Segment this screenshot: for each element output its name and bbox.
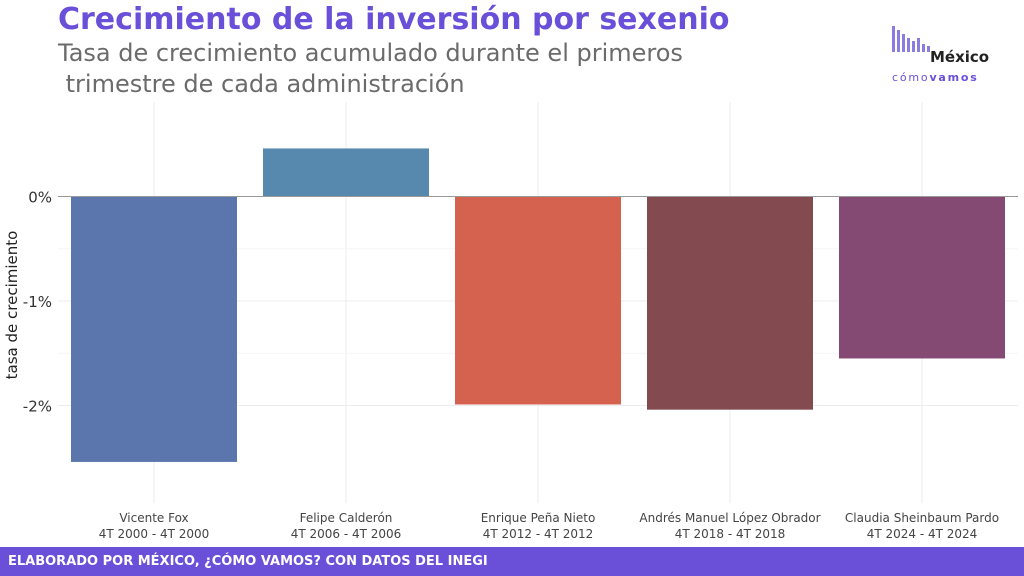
bar-chart: 0% -1% -2% Vicente Fox 4T 2000 - 4T 2000 Fel… [3, 102, 1018, 541]
logo-bar [922, 44, 925, 52]
chart-title: Crecimiento de la inversión por sexenio [58, 2, 730, 37]
logo-bar [907, 38, 910, 52]
logo-sub-light: cómo [892, 71, 930, 84]
y-tick-label: 0% [28, 189, 52, 207]
x-tick-label-period: 4T 2012 - 4T 2012 [483, 527, 594, 541]
logo-bar [912, 41, 915, 52]
x-tick-label-name: Felipe Calderón [300, 511, 393, 525]
logo-bar [927, 46, 930, 52]
subtitle-line-1: Tasa de crecimiento acumulado durante el… [58, 39, 683, 67]
y-tick-label: -2% [23, 398, 52, 416]
bar-1 [263, 148, 429, 197]
bars [71, 148, 1005, 462]
bar-4 [839, 196, 1005, 359]
y-axis-label: tasa de crecimiento [3, 231, 21, 380]
x-tick-label-period: 4T 2006 - 4T 2006 [291, 527, 402, 541]
logo-bar [897, 30, 900, 52]
x-tick-label-period: 4T 2018 - 4T 2018 [675, 527, 786, 541]
logo-sub-bold: vamos [929, 71, 979, 84]
source-footer: ELABORADO POR MÉXICO, ¿CÓMO VAMOS? CON D… [0, 547, 1024, 576]
x-ticks: Vicente Fox 4T 2000 - 4T 2000 Felipe Calde… [99, 511, 999, 541]
logo-bar [902, 34, 905, 52]
chart-subtitle: Tasa de crecimiento acumulado durante el… [58, 38, 758, 100]
mexico-como-vamos-logo: México cómovamos [890, 22, 1002, 84]
x-tick-label-name: Andrés Manuel López Obrador [639, 511, 820, 525]
logo-bars-icon [892, 26, 930, 52]
x-tick-label-name: Enrique Peña Nieto [481, 511, 596, 525]
logo-subtitle: cómovamos [892, 71, 979, 84]
logo-word: México [930, 48, 990, 66]
x-tick-label-name: Claudia Sheinbaum Pardo [845, 511, 999, 525]
logo-bar [917, 38, 920, 52]
x-tick-label-period: 4T 2024 - 4T 2024 [867, 527, 978, 541]
logo-bar [892, 26, 895, 52]
y-ticks: 0% -1% -2% [23, 189, 52, 416]
y-tick-label: -1% [23, 293, 52, 311]
bar-2 [455, 196, 621, 405]
bar-0 [71, 196, 237, 462]
x-tick-label-name: Vicente Fox [119, 511, 188, 525]
x-tick-label-period: 4T 2000 - 4T 2000 [99, 527, 210, 541]
subtitle-line-2: trimestre de cada administración [58, 70, 465, 98]
bar-3 [647, 196, 813, 410]
